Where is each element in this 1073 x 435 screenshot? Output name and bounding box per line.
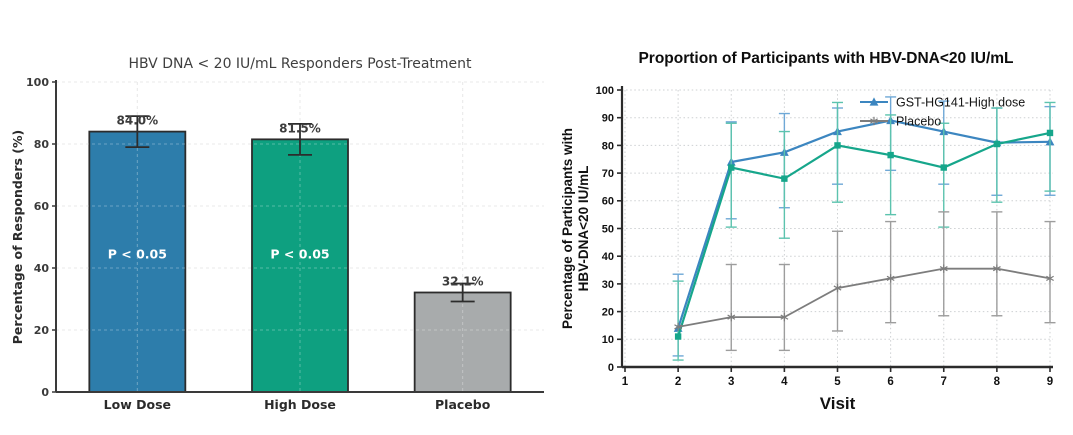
- legend-label: GST-HG141-High dose: [896, 95, 1025, 109]
- y-tick-label: 20: [602, 306, 614, 318]
- square-marker: [834, 142, 841, 149]
- line-chart-svg: 0 10 20 30 40 50 60 70 80 90 100 1 2 3 4 5 6 7 8 9 Visit Perc…: [560, 85, 1056, 413]
- y-tick-label: 60: [34, 200, 50, 213]
- triangle-marker: [869, 97, 879, 106]
- y-tick-label: 70: [602, 168, 614, 180]
- y-tick-label: 40: [602, 251, 614, 263]
- x-tick-label: High Dose: [264, 397, 336, 412]
- star-marker: [886, 275, 895, 281]
- bar-value-label: 32.1%: [442, 274, 484, 288]
- line-x-axis-label: Visit: [820, 394, 856, 413]
- star-marker: [780, 314, 789, 320]
- bar-value-label: 81.5%: [279, 121, 321, 135]
- y-tick-label: 100: [596, 85, 614, 97]
- p-value-annotation: P < 0.05: [270, 247, 329, 262]
- series-line: [677, 119, 1051, 329]
- legend-label: Placebo: [896, 114, 941, 128]
- bar-high-dose: [251, 138, 349, 393]
- bar-value-label: 84.0%: [117, 114, 159, 128]
- star-marker: [870, 118, 878, 124]
- axes: 0 20 40 60 80 100 Low Dose High Dose Placebo: [26, 76, 544, 412]
- line-y-axis-label: HBV-DNA<20 IU/mL: [576, 166, 591, 292]
- y-tick-label: 10: [602, 334, 614, 346]
- y-tick-label: 0: [608, 362, 614, 374]
- series-line: [677, 267, 1051, 328]
- legend: GST-HG141-High dose Placebo: [860, 95, 1025, 128]
- y-tick-label: 0: [41, 386, 49, 399]
- star-marker: [939, 266, 948, 272]
- y-tick-label: 100: [26, 76, 49, 89]
- line-chart-panel: 0 10 20 30 40 50 60 70 80 90 100 1 2 3 4 5 6 7 8 9 Visit Perc…: [556, 44, 1073, 435]
- x-tick-label: 6: [887, 376, 893, 388]
- x-tick-label: Placebo: [435, 397, 491, 412]
- series-unlabeled-1: [672, 101, 1056, 361]
- y-tick-label: 40: [34, 262, 50, 275]
- bar-chart-svg: 84.0% 81.5% 32.1% P < 0.05 P < 0.05 0 20 40 60 80…: [10, 76, 544, 412]
- square-marker: [728, 164, 735, 171]
- square-marker: [781, 175, 788, 182]
- line-y-axis-label: Percentage of Participants with: [560, 128, 575, 329]
- star-marker: [727, 314, 736, 320]
- star-marker: [1046, 275, 1054, 281]
- p-value-annotation: P < 0.05: [108, 247, 167, 262]
- star-marker: [833, 285, 842, 291]
- x-tick-label: 8: [994, 376, 1001, 388]
- x-tick-label: 2: [675, 376, 681, 388]
- bar-y-axis-label: Percentage of Responders (%): [10, 130, 25, 344]
- x-tick-label: 3: [728, 376, 734, 388]
- series-line: [677, 131, 1051, 337]
- star-marker: [992, 266, 1001, 272]
- square-marker: [1046, 129, 1054, 137]
- x-tick-label: 1: [622, 376, 629, 388]
- grid-over: [56, 81, 544, 392]
- y-tick-label: 90: [602, 113, 614, 125]
- error-bars: [125, 115, 475, 303]
- series-placebo: [674, 211, 1056, 352]
- square-marker: [940, 164, 947, 171]
- y-tick-label: 50: [602, 223, 614, 235]
- y-tick-label: 80: [34, 138, 50, 151]
- axes: 0 10 20 30 40 50 60 70 80 90 100 1 2 3 4 5 6 7 8 9: [596, 85, 1054, 388]
- y-tick-label: 30: [602, 279, 614, 291]
- x-tick-label: 5: [834, 376, 841, 388]
- square-marker: [993, 140, 1001, 148]
- x-tick-label: 7: [941, 376, 947, 388]
- x-tick-label: 9: [1047, 376, 1053, 388]
- y-tick-label: 80: [602, 140, 614, 152]
- square-marker: [887, 151, 894, 159]
- x-tick-label: Low Dose: [104, 397, 171, 412]
- square-marker: [674, 333, 682, 340]
- y-tick-label: 20: [34, 324, 50, 337]
- x-tick-label: 4: [781, 376, 788, 388]
- star-marker: [674, 324, 683, 330]
- bar-chart-panel: 84.0% 81.5% 32.1% P < 0.05 P < 0.05 0 20 40 60 80…: [8, 42, 560, 428]
- y-tick-label: 60: [602, 196, 614, 208]
